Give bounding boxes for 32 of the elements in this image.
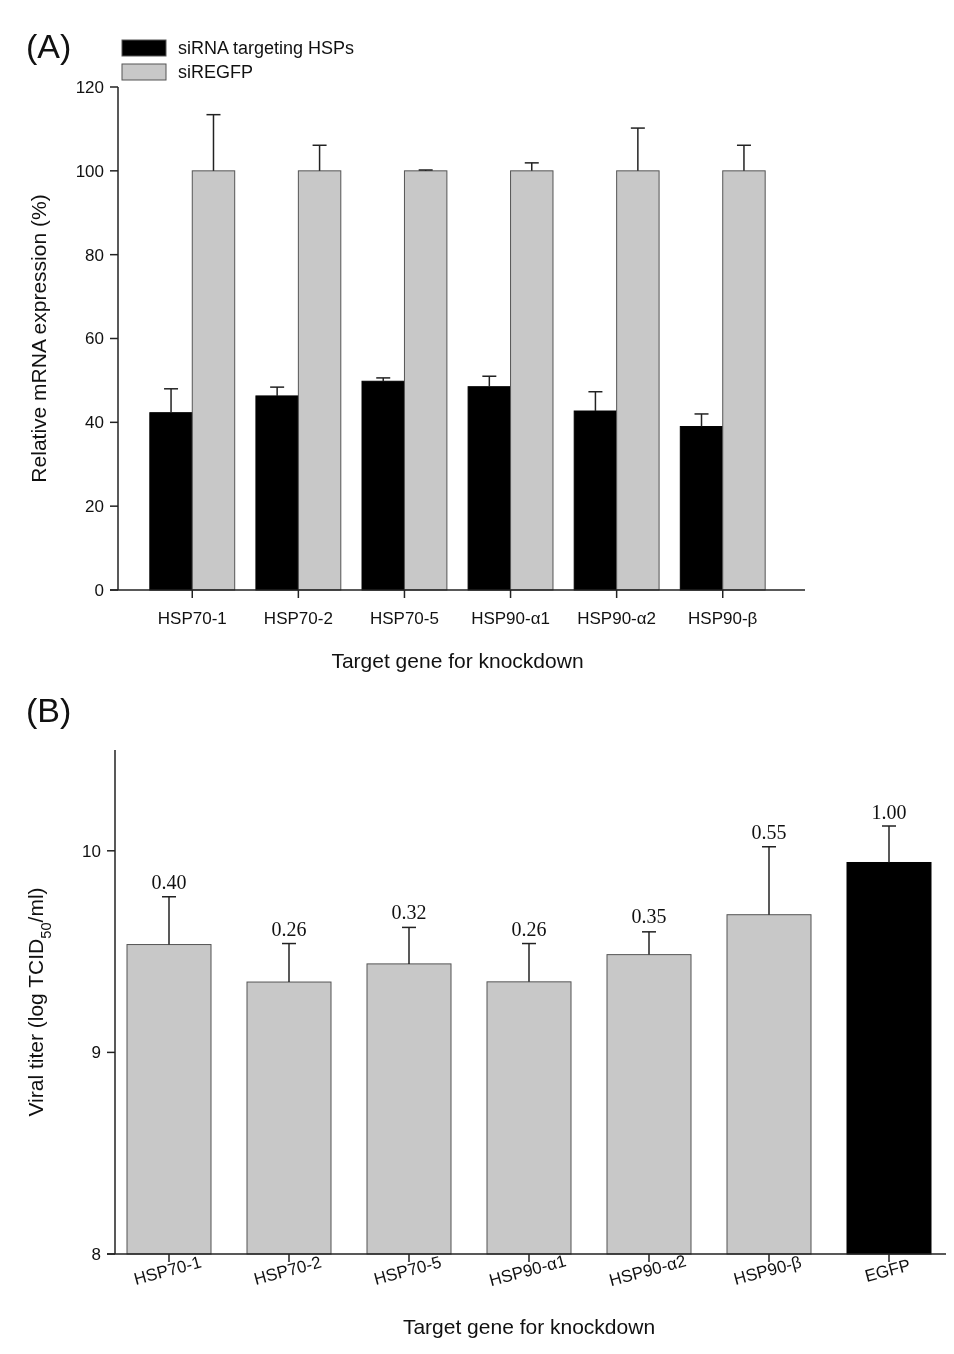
x-axis-title: Target gene for knockdown (402, 1315, 656, 1338)
annotation: 0.32 (391, 901, 427, 924)
x-tick-label: HSP70-5 (369, 609, 439, 628)
y-tick-label: 80 (85, 245, 104, 265)
x-tick-label: HSP70-1 (157, 609, 227, 628)
y-tick-label: 60 (85, 329, 104, 349)
x-tick-label: HSP70-2 (263, 609, 333, 628)
y-tick-label: 100 (75, 161, 104, 181)
y-tick-label: 9 (91, 1043, 101, 1063)
y-tick-label: 0 (94, 580, 104, 600)
annotation: 0.35 (631, 905, 667, 928)
x-tick-label: HSP90-β (688, 609, 758, 628)
annotation: 0.26 (511, 917, 547, 940)
x-axis-title: Target gene for knockdown (331, 649, 584, 672)
annotation: 1.00 (871, 800, 907, 823)
x-tick-label: HSP90-α2 (577, 609, 657, 628)
y-tick-label: 10 (82, 841, 101, 861)
annotation: 0.40 (151, 871, 187, 894)
chart-title: (B) (26, 691, 72, 729)
annotation: 0.26 (271, 917, 307, 940)
y-tick-label: 120 (75, 77, 104, 97)
y-tick-label: 40 (85, 413, 104, 433)
y-tick-label: 8 (91, 1244, 101, 1264)
y-axis-title: Relative mRNA expression (%) (27, 194, 50, 483)
y-tick-label: 20 (85, 497, 104, 517)
x-tick-label: HSP70-1 (131, 1252, 204, 1289)
legend-label: siRNA targeting HSPs (178, 38, 355, 59)
annotation: 0.55 (751, 820, 787, 843)
x-tick-label: HSP90-α1 (471, 609, 550, 628)
x-tick-label: EGFP (862, 1255, 913, 1286)
legend-label: siREGFP (178, 62, 254, 83)
chart-title: (A) (26, 27, 72, 65)
